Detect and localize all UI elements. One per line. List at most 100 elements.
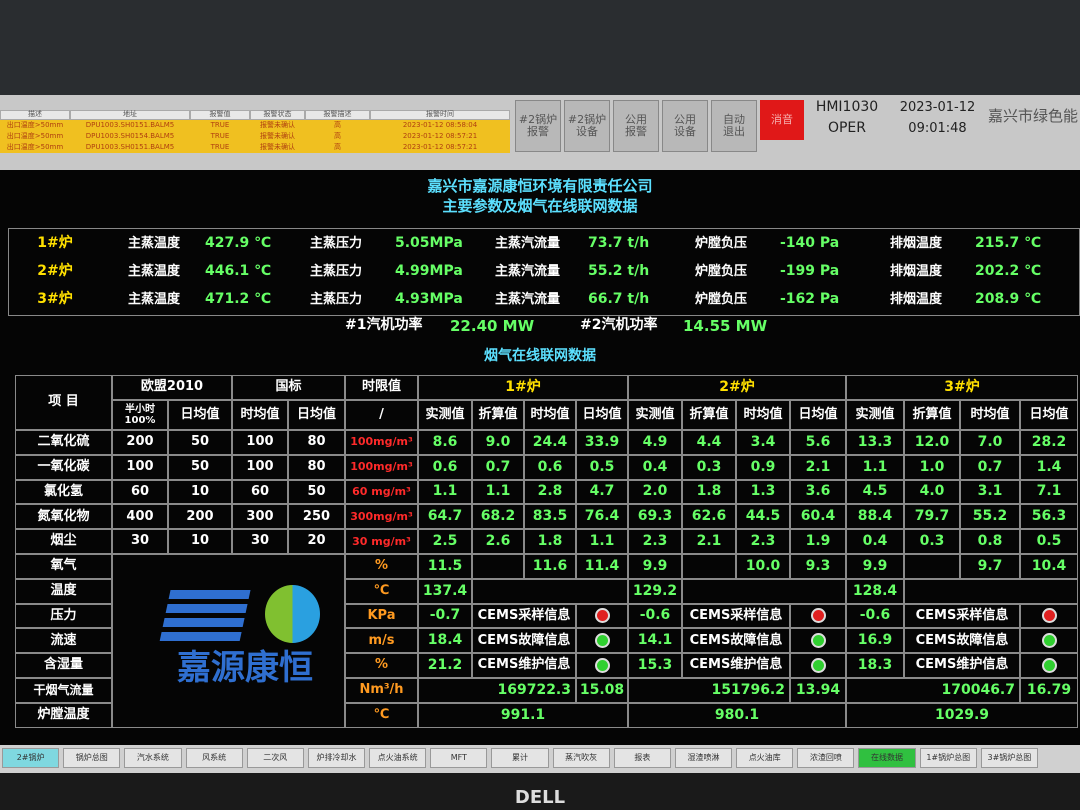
header-cell: 折算值 — [904, 400, 960, 430]
nav-tab[interactable]: 累计 — [491, 748, 549, 768]
brand: DELL — [514, 786, 566, 808]
cems-label: CEMS维护信息 — [682, 653, 790, 678]
param-name: 主蒸汽流量 — [495, 263, 561, 279]
toolbar-button[interactable]: #2锅炉 报警 — [515, 100, 561, 152]
reading: 151796.2 — [628, 678, 790, 703]
row-label: 二氧化硫 — [15, 430, 112, 455]
header-cell: 国标 — [232, 375, 345, 400]
nav-tab[interactable]: 点火油库 — [736, 748, 794, 768]
nav-tab[interactable]: 汽水系统 — [124, 748, 182, 768]
reading: 980.1 — [628, 702, 846, 728]
reading: 1.8 — [682, 479, 736, 505]
param-name: 炉膛负压 — [695, 291, 748, 307]
station-mode: OPER — [827, 120, 867, 137]
reading: 4.5 — [846, 479, 904, 505]
limit-value: 250 — [288, 504, 345, 530]
reading: 2.1 — [682, 529, 736, 554]
nav-tab[interactable]: 二次风 — [246, 748, 304, 768]
nav-tab[interactable]: 点火油系统 — [369, 748, 427, 768]
limit-value: 100 — [232, 430, 288, 455]
nav-tab[interactable]: 炉排冷却水 — [307, 748, 366, 768]
reading: 1.1 — [846, 454, 904, 480]
limit-value: 50 — [288, 479, 345, 505]
nav-tab[interactable]: 3#锅炉总图 — [980, 748, 1038, 768]
row-label: 压力 — [15, 603, 112, 629]
header-cell: 时限值 — [345, 375, 418, 400]
cems-label: CEMS故障信息 — [904, 628, 1020, 654]
nav-tab[interactable]: 蒸汽吹灰 — [552, 748, 610, 768]
reading: 0.3 — [682, 454, 736, 480]
toolbar-button[interactable]: 公用 设备 — [662, 100, 708, 152]
reading: 69.3 — [628, 504, 682, 530]
alarm-cell: TRUE — [190, 120, 250, 131]
nav-tab[interactable]: 锅炉总图 — [63, 748, 121, 768]
alarm-column-header: 描述 — [0, 110, 70, 120]
reading: 4.9 — [628, 430, 682, 455]
nav-tab[interactable]: 在线数据 — [858, 748, 916, 768]
reading: 55.2 — [960, 504, 1020, 530]
status-indicator — [812, 635, 824, 647]
alarm-cell: 2023-01-12 08:57:21 — [370, 142, 510, 153]
nav-tab[interactable]: 报表 — [613, 748, 671, 768]
status-indicator — [1043, 610, 1055, 622]
param-name: 排烟温度 — [890, 291, 943, 307]
limit-value: 100 — [112, 454, 168, 480]
nav-tab[interactable]: 风系统 — [185, 748, 243, 768]
reading: 13.3 — [846, 430, 904, 455]
reading: 68.2 — [472, 504, 524, 530]
nav-tab[interactable]: 湿渣喷淋 — [674, 748, 733, 768]
status-indicator — [812, 660, 824, 672]
mute-button[interactable]: 消音 — [760, 100, 804, 140]
header-cell: 实测值 — [846, 400, 904, 430]
empty-cell — [472, 578, 628, 604]
header-cell: 项 目 — [15, 375, 112, 430]
reading: 4.4 — [682, 430, 736, 455]
reading: 9.9 — [846, 554, 904, 579]
status-cell — [1020, 603, 1078, 629]
header-cell: 日均值 — [168, 400, 232, 430]
nav-tab[interactable]: 1#锅炉总图 — [919, 748, 977, 768]
limit-value: 200 — [112, 430, 168, 455]
status-cell — [576, 603, 628, 629]
header-cell: 1#炉 — [418, 375, 628, 400]
bottom-bezel — [0, 773, 1080, 810]
alarm-cell: 出口温度>50mm — [0, 131, 70, 142]
param-value: -140 Pa — [780, 235, 840, 252]
limit-value: 60 — [232, 479, 288, 505]
alarm-cell: TRUE — [190, 142, 250, 153]
reading — [472, 554, 524, 579]
reading: 0.6 — [524, 454, 576, 480]
reading: 991.1 — [418, 702, 628, 728]
nav-tab[interactable]: 2#锅炉 — [2, 748, 60, 768]
param-value: 4.93MPa — [395, 291, 463, 308]
nav-tab[interactable]: 浓渣回喷 — [797, 748, 855, 768]
cems-label: CEMS故障信息 — [472, 628, 576, 654]
reading: 2.3 — [628, 529, 682, 554]
alarm-cell: 报警未确认 — [250, 142, 305, 153]
reading: 0.4 — [628, 454, 682, 480]
hour-limit: 300mg/m³ — [345, 504, 418, 530]
alarm-cell: 高 — [305, 120, 370, 131]
header-cell: 时均值 — [524, 400, 576, 430]
reading: 1.1 — [472, 479, 524, 505]
param-name: 主蒸温度 — [128, 291, 181, 307]
nav-tab[interactable]: MFT — [430, 748, 488, 768]
unit-cell: % — [345, 653, 418, 678]
alarm-cell: 高 — [305, 131, 370, 142]
toolbar-button[interactable]: 自动 退出 — [711, 100, 757, 152]
limit-value: 10 — [168, 529, 232, 554]
reading: 0.6 — [418, 454, 472, 480]
limit-value: 400 — [112, 504, 168, 530]
reading: 10.0 — [736, 554, 790, 579]
unit-cell: % — [345, 554, 418, 579]
toolbar-button[interactable]: #2锅炉 设备 — [564, 100, 610, 152]
status-indicator — [596, 610, 608, 622]
alarm-cell: 2023-01-12 08:58:04 — [370, 120, 510, 131]
alarm-column-header: 报警值 — [190, 110, 250, 120]
row-label: 氯化氢 — [15, 479, 112, 505]
reading: 0.3 — [904, 529, 960, 554]
status-cell — [790, 653, 846, 678]
limit-value: 80 — [288, 430, 345, 455]
toolbar-button[interactable]: 公用 报警 — [613, 100, 659, 152]
